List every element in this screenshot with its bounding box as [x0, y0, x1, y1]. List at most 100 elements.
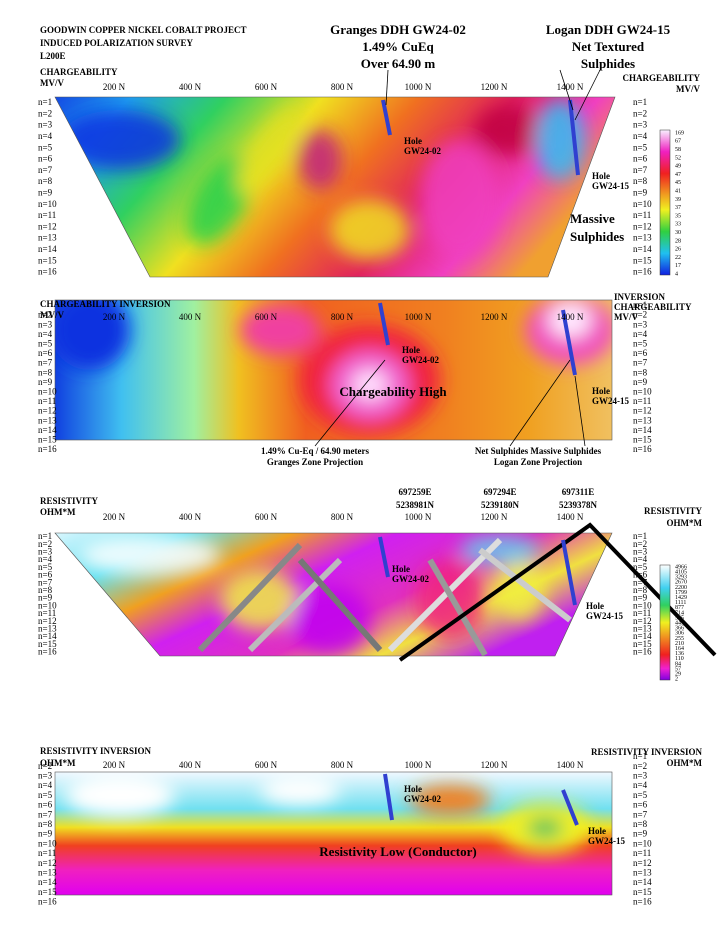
n-label: n=13: [633, 233, 652, 243]
n-label: n=15: [38, 639, 57, 649]
resistivity-inversion-field: [55, 772, 612, 895]
n-label: n=3: [633, 120, 648, 130]
panel-right-title: INVERSION: [614, 292, 666, 302]
annotation: Hole: [404, 136, 422, 146]
annotation: GW24-02: [392, 574, 429, 584]
x-axis-label: 200 N: [103, 82, 126, 92]
n-label: n=14: [38, 631, 57, 641]
colorbar-label: 35: [675, 213, 681, 219]
annotation: Hole: [592, 171, 610, 181]
n-label: n=14: [38, 425, 57, 435]
n-label: n=8: [38, 585, 53, 595]
drill-holes: [378, 99, 580, 826]
n-label: n=9: [38, 377, 53, 387]
n-label: n=4: [38, 554, 53, 564]
n-label: n=11: [38, 210, 56, 220]
panel-right-title: OHM*M: [667, 758, 703, 768]
header-line: INDUCED POLARIZATION SURVEY: [40, 38, 194, 48]
granges-callout: 1.49% CuEq: [362, 39, 434, 54]
colorbar-label: 1111: [675, 600, 686, 606]
n-label: n=2: [38, 108, 52, 118]
n-label: n=12: [633, 616, 652, 626]
x-axis-label: 1400 N: [557, 82, 584, 92]
n-label: n=1: [633, 751, 647, 761]
n-label: n=11: [38, 848, 56, 858]
n-label: n=4: [633, 780, 648, 790]
x-axis-label: 1000 N: [405, 312, 432, 322]
n-label: n=15: [633, 887, 652, 897]
x-axis-label: 600 N: [255, 760, 278, 770]
annotation: GW24-15: [588, 836, 625, 846]
n-label: n=5: [38, 338, 53, 348]
logan-callout: Logan DDH GW24-15: [546, 22, 671, 37]
utm-coordinate: 697311E: [562, 487, 595, 497]
colorbar-label: 4105: [675, 569, 687, 575]
n-label: n=8: [633, 176, 648, 186]
n-label: n=6: [633, 800, 648, 810]
n-label: n=6: [38, 570, 53, 580]
x-axis-label: 600 N: [255, 512, 278, 522]
n-label: n=7: [38, 809, 53, 819]
n-label: n=6: [633, 348, 648, 358]
x-axis-label: 200 N: [103, 512, 126, 522]
n-label: n=10: [38, 386, 57, 396]
n-label: n=13: [633, 623, 652, 633]
n-label: n=16: [633, 647, 652, 657]
x-axis-label: 1400 N: [557, 312, 584, 322]
panel-right-title: RESISTIVITY INVERSION: [591, 747, 702, 757]
n-label: n=9: [633, 187, 648, 197]
n-label: n=2: [38, 539, 52, 549]
colorbar-label: 37: [675, 205, 681, 211]
n-label: n=8: [633, 367, 648, 377]
n-label: n=9: [633, 377, 648, 387]
n-label: n=16: [633, 897, 652, 907]
annotation: GW24-02: [404, 146, 441, 156]
colorbar: [659, 564, 671, 681]
n-label: n=5: [38, 142, 53, 152]
panel-title: RESISTIVITY: [40, 496, 99, 506]
colorbar-label: 28: [675, 238, 681, 244]
n-label: n=9: [633, 593, 648, 603]
n-label: n=1: [633, 97, 647, 107]
n-label: n=1: [38, 97, 52, 107]
annotation: Sulphides: [570, 229, 624, 244]
n-label: n=13: [38, 415, 57, 425]
colorbar-label: 84: [675, 661, 681, 667]
annotation: GW24-02: [404, 794, 441, 804]
n-label: n=15: [38, 255, 57, 265]
colorbar-label: 714: [675, 610, 684, 616]
colorbar-label: 29: [675, 671, 681, 677]
annotation: Hole: [402, 345, 420, 355]
annotation: Hole: [392, 564, 410, 574]
n-label: n=15: [38, 434, 57, 444]
colorbar-label: 2200: [675, 585, 687, 591]
n-label: n=3: [633, 546, 648, 556]
x-axis-label: 800 N: [331, 82, 354, 92]
n-label: n=6: [38, 154, 53, 164]
colorbar-label: 443: [675, 620, 684, 626]
x-axis-label: 400 N: [179, 512, 202, 522]
x-axis-label: 1200 N: [481, 82, 508, 92]
n-label: n=4: [38, 780, 53, 790]
annotation: Granges Zone Projection: [267, 457, 363, 467]
n-label: n=2: [38, 310, 52, 320]
n-label: n=4: [633, 131, 648, 141]
n-label: n=2: [38, 761, 52, 771]
n-label: n=8: [633, 819, 648, 829]
n-label: n=10: [633, 386, 652, 396]
n-label: n=12: [633, 221, 652, 231]
granges-callout: Granges DDH GW24-02: [330, 22, 466, 37]
header-line: L200E: [40, 51, 66, 61]
x-axis-label: 600 N: [255, 312, 278, 322]
panel-title: OHM*M: [40, 758, 76, 768]
utm-coordinate: 5239180N: [481, 500, 520, 510]
n-label: n=13: [38, 867, 57, 877]
n-label: n=3: [38, 120, 53, 130]
n-label: n=12: [38, 221, 57, 231]
n-label: n=5: [38, 790, 53, 800]
n-label: n=12: [38, 616, 57, 626]
colorbar-label: 164: [675, 646, 684, 652]
colorbar-label: 26: [675, 247, 681, 253]
n-label: n=14: [633, 877, 652, 887]
n-label: n=10: [38, 838, 57, 848]
